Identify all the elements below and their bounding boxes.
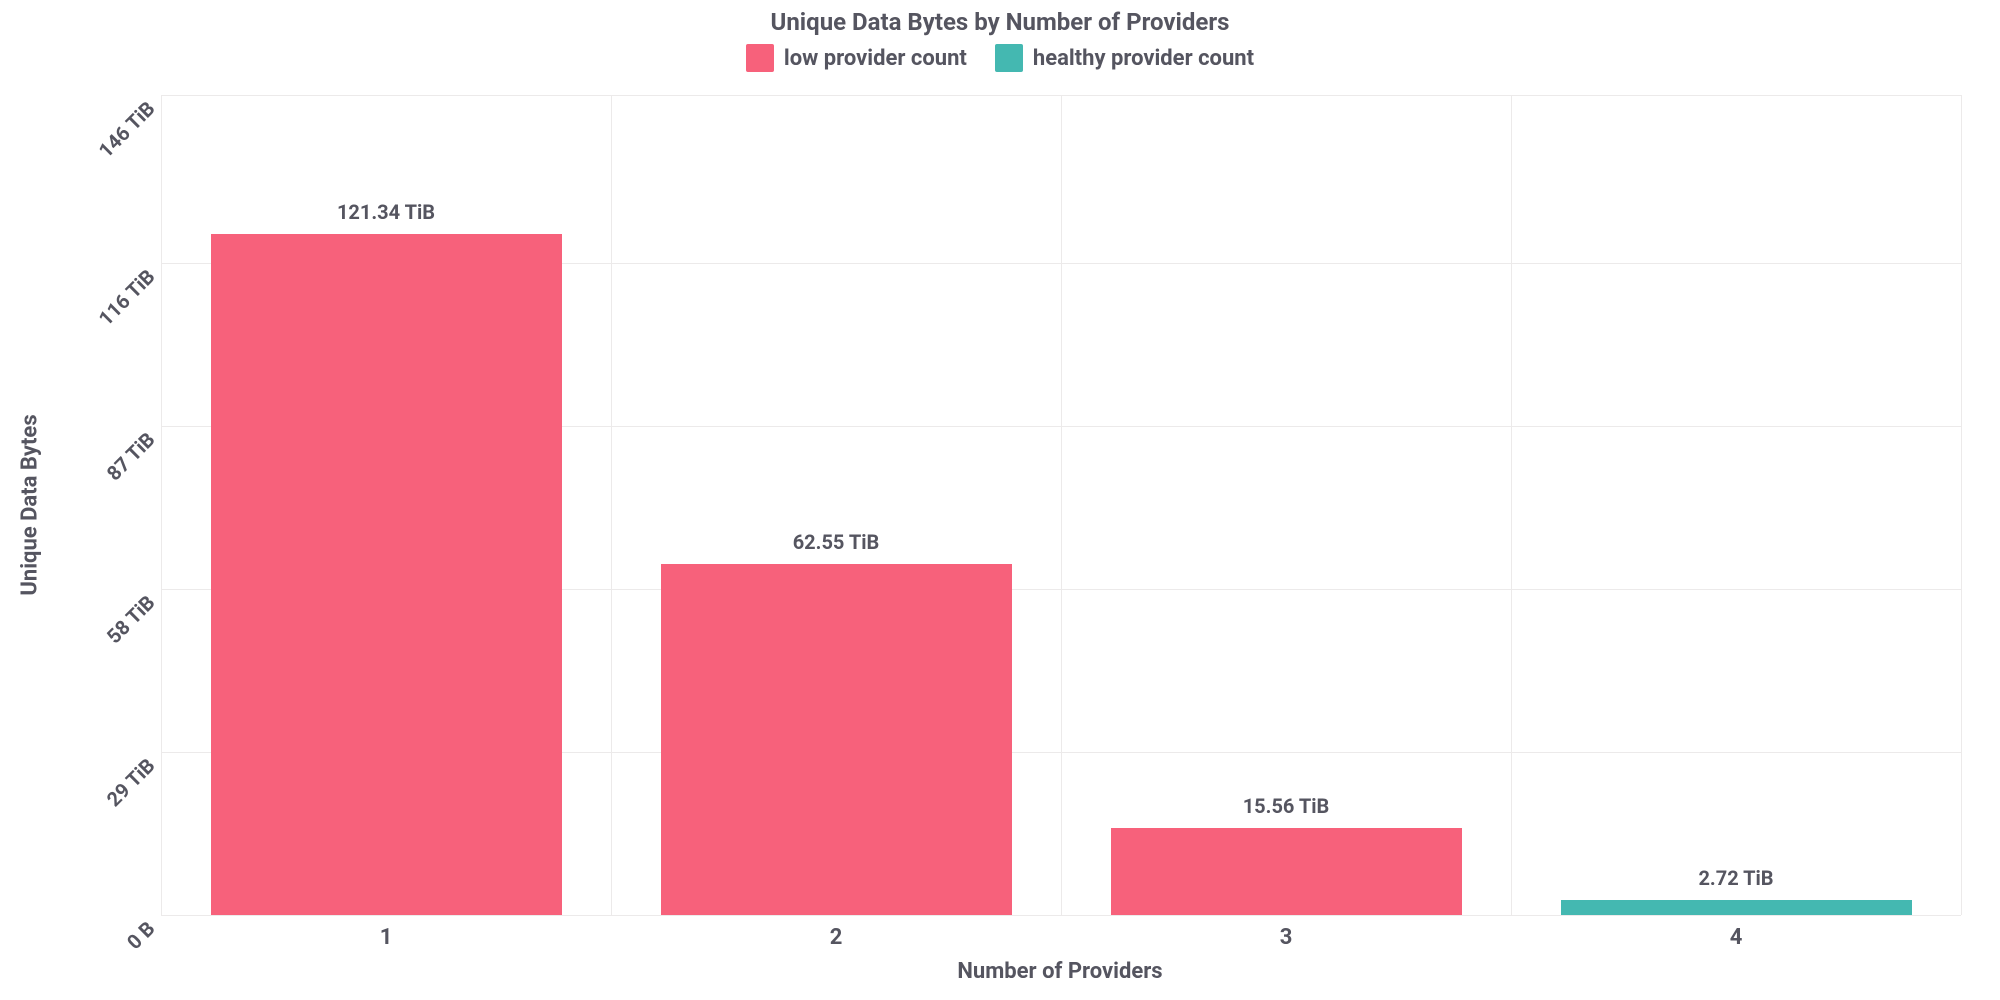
gridline-v [1511, 95, 1512, 915]
x-tick-label: 1 [380, 925, 393, 950]
bar [1111, 828, 1462, 915]
y-tick-label: 0 B [122, 907, 170, 955]
bar [211, 234, 562, 915]
legend-item-1: healthy provider count [995, 44, 1254, 72]
bar [1561, 900, 1912, 915]
legend-swatch-icon [995, 44, 1023, 72]
bar [661, 564, 1012, 915]
x-axis-label: Number of Providers [957, 959, 1162, 984]
x-tick-label: 2 [830, 925, 843, 950]
chart-legend: low provider count healthy provider count [0, 44, 2000, 78]
y-tick-label: 116 TiB [94, 255, 170, 331]
chart-title: Unique Data Bytes by Number of Providers [0, 8, 2000, 36]
x-tick-label: 4 [1730, 925, 1743, 950]
legend-swatch-icon [746, 44, 774, 72]
legend-item-0: low provider count [746, 44, 967, 72]
y-tick-label: 29 TiB [102, 744, 170, 812]
plot-area: 0 B29 TiB58 TiB87 TiB116 TiB146 TiB12341… [160, 95, 1961, 916]
gridline-v [1061, 95, 1062, 915]
y-axis-label: Unique Data Bytes [18, 414, 43, 595]
gridline-v [161, 95, 162, 915]
gridline-h [161, 915, 1961, 916]
bar-value-label: 62.55 TiB [793, 530, 880, 554]
x-tick-label: 3 [1280, 925, 1293, 950]
y-tick-label: 146 TiB [94, 87, 170, 163]
y-tick-label: 87 TiB [102, 418, 170, 486]
bar-value-label: 121.34 TiB [337, 200, 435, 224]
bar-value-label: 2.72 TiB [1698, 866, 1773, 890]
gridline-v [611, 95, 612, 915]
legend-label: healthy provider count [1033, 46, 1254, 71]
bar-value-label: 15.56 TiB [1243, 794, 1330, 818]
y-tick-label: 58 TiB [102, 581, 170, 649]
legend-label: low provider count [784, 46, 967, 71]
gridline-v [1961, 95, 1962, 915]
chart-container: Unique Data Bytes by Number of Providers… [0, 0, 2000, 1000]
